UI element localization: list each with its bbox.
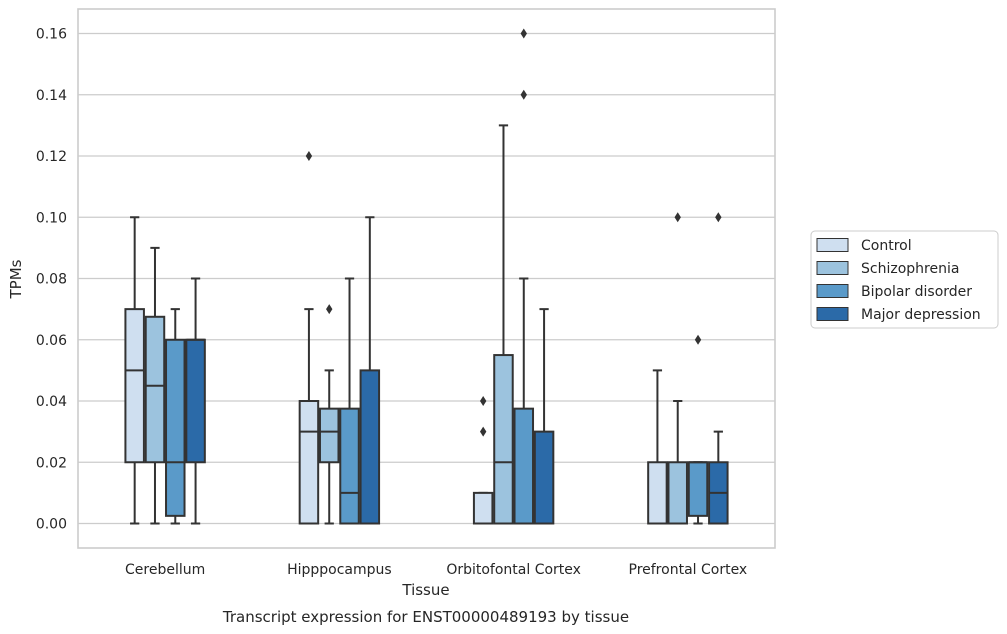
box [687, 461, 709, 517]
box [513, 407, 535, 525]
y-tick-labels: 0.00 0.02 0.04 0.06 0.08 0.10 0.12 0.14 0.16 [36, 27, 67, 533]
box [339, 407, 360, 525]
legend: Control Schizophrenia Bipolar disorder Majo… [810, 230, 999, 329]
series-major-depression [185, 212, 729, 525]
y-tick-label: 0.06 [36, 333, 67, 349]
box [533, 430, 555, 525]
x-tick-label: Prefrontal Cortex [629, 562, 748, 578]
box [493, 354, 514, 525]
y-axis-label: TPMs [7, 259, 25, 299]
box [298, 400, 320, 525]
y-tick-label: 0.16 [36, 27, 67, 43]
legend-label: Major depression [861, 307, 981, 323]
legend-swatch [816, 238, 849, 252]
legend-label: Control [861, 238, 912, 254]
y-tick-label: 0.02 [36, 455, 67, 471]
box-series [124, 28, 729, 525]
box [647, 461, 668, 525]
y-tick-label: 0.12 [36, 149, 67, 165]
y-tick-label: 0.08 [36, 272, 67, 288]
series-bipolar-disorder [165, 28, 709, 525]
series-control [124, 151, 668, 525]
outlier-point [305, 151, 313, 161]
series-schizophrenia [144, 124, 688, 525]
x-tick-label: Hipppocampus [287, 562, 392, 578]
box [667, 461, 688, 525]
outlier-point [520, 28, 527, 39]
box [318, 407, 340, 464]
outlier-point [520, 89, 527, 100]
x-tick-label: Orbitofontal Cortex [446, 562, 581, 578]
box [185, 338, 206, 464]
y-tick-label: 0.04 [36, 394, 67, 410]
x-tick-labels: Cerebellum Hipppocampus Orbitofontal Corte… [125, 562, 747, 578]
box [144, 315, 166, 464]
x-axis-label: Tissue [401, 581, 449, 599]
chart-caption: Transcript expression for ENST0000048919… [222, 608, 629, 626]
outlier-point [715, 212, 722, 223]
outlier-point [479, 426, 487, 437]
outlier-point [694, 334, 702, 345]
legend-label: Bipolar disorder [861, 284, 972, 300]
y-tick-label: 0.00 [36, 517, 67, 533]
y-tick-label: 0.10 [36, 210, 67, 226]
x-tick-label: Cerebellum [125, 562, 205, 578]
box [165, 338, 186, 517]
outlier-point [674, 212, 681, 223]
box [359, 369, 381, 525]
legend-swatch [816, 261, 849, 275]
outlier-point [479, 396, 487, 406]
box [124, 308, 145, 464]
outlier-point [326, 304, 333, 315]
legend-label: Schizophrenia [861, 261, 959, 277]
plot-frame [77, 8, 776, 549]
y-tick-label: 0.14 [36, 88, 67, 104]
legend-swatch [816, 284, 849, 298]
legend-swatch [816, 307, 849, 321]
box [472, 491, 494, 525]
legend-frame [810, 230, 999, 329]
